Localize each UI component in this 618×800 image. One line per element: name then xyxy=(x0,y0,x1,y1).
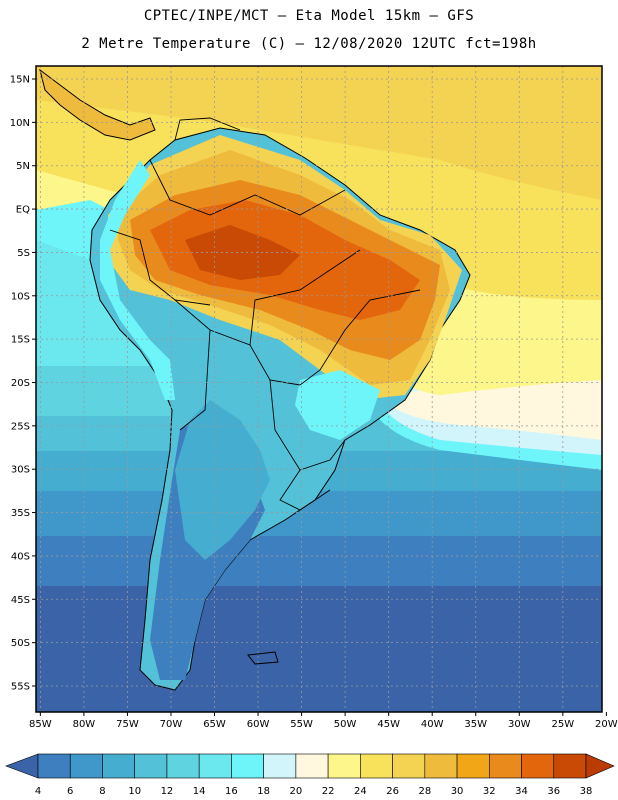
lat-label: 50S xyxy=(11,638,30,649)
colorbar-label: 20 xyxy=(290,786,303,797)
field-band xyxy=(36,66,602,200)
lon-label: 65W xyxy=(203,719,226,730)
lat-label: 10S xyxy=(11,291,30,302)
field-region-south-brazil xyxy=(295,370,380,440)
colorbar-labels: 4 6 8 10 12 14 16 18 20 22 24 26 28 30 32 34 36 38 xyxy=(35,786,593,797)
lat-label: 45S xyxy=(11,595,30,606)
colorbar-swatch xyxy=(424,753,458,779)
lon-label: 70W xyxy=(160,719,183,730)
map-frame xyxy=(35,65,603,713)
colorbar-label: 14 xyxy=(193,786,206,797)
lat-label: 25S xyxy=(11,421,30,432)
lon-label: 25W xyxy=(552,719,575,730)
colorbar-label: 4 xyxy=(35,786,41,797)
colorbar-label: 16 xyxy=(225,786,238,797)
colorbar-swatch xyxy=(488,753,522,779)
colorbar-swatch xyxy=(521,753,555,779)
colorbar-label: 34 xyxy=(515,786,528,797)
colorbar-label: 12 xyxy=(161,786,174,797)
title-line-1: CPTEC/INPE/MCT – Eta Model 15km – GFS xyxy=(143,8,475,24)
colorbar-swatch xyxy=(360,753,393,779)
field-region-andes xyxy=(100,160,175,400)
graticule xyxy=(36,66,602,712)
colorbar-swatch xyxy=(263,753,297,779)
lon-label: 80W xyxy=(73,719,96,730)
colorbar-swatch xyxy=(102,753,136,779)
colorbar-swatch xyxy=(198,753,232,779)
lon-label: 85W xyxy=(29,719,52,730)
colorbar-swatch xyxy=(456,753,490,779)
lat-label: 35S xyxy=(11,508,30,519)
colorbar-label: 10 xyxy=(128,786,141,797)
lat-label: EQ xyxy=(16,205,30,216)
colorbar-label: 18 xyxy=(257,786,270,797)
colorbar-swatch xyxy=(295,753,329,779)
country-borders xyxy=(109,117,421,511)
colorbar-label: 36 xyxy=(547,786,560,797)
lon-label: 20W xyxy=(595,719,618,730)
map-field xyxy=(36,66,602,712)
colorbar-arrow-right xyxy=(585,753,615,779)
lat-label: 10N xyxy=(10,118,30,129)
colorbar-swatch xyxy=(327,753,361,779)
lon-label: 60W xyxy=(247,719,270,730)
colorbar-swatch xyxy=(231,753,264,779)
colorbar-swatches xyxy=(5,753,615,779)
lat-label: 20S xyxy=(11,378,30,389)
field-band xyxy=(390,366,602,440)
colorbar-swatch xyxy=(553,753,587,779)
colorbar-label: 24 xyxy=(354,786,367,797)
colorbar-arrow-left xyxy=(5,753,39,779)
colorbar-label: 22 xyxy=(322,786,335,797)
lon-label: 75W xyxy=(116,719,139,730)
lat-label: 15S xyxy=(11,335,30,346)
lon-label: 35W xyxy=(464,719,487,730)
colorbar-swatch xyxy=(69,753,103,779)
colorbar-swatch xyxy=(134,753,168,779)
lon-label: 30W xyxy=(508,719,531,730)
colorbar-swatch xyxy=(37,753,71,779)
lat-label: 55S xyxy=(11,681,30,692)
colorbar-label: 28 xyxy=(418,786,431,797)
falkland-islands xyxy=(247,651,279,665)
colorbar-label: 38 xyxy=(580,786,593,797)
lat-label: 40S xyxy=(11,551,30,562)
temperature-map: 15N 10N 5N EQ 5S 10S 15S 20S 25S 30S 35S 40S 45S 50S 5… xyxy=(10,65,618,730)
lon-label: 40W xyxy=(421,719,444,730)
lon-label: 45W xyxy=(377,719,400,730)
central-america xyxy=(39,68,156,141)
colorbar-swatch xyxy=(392,753,426,779)
colorbar-label: 30 xyxy=(451,786,464,797)
colorbar-label: 8 xyxy=(99,786,105,797)
field-region-argentina xyxy=(175,400,270,560)
lat-label: 5S xyxy=(17,248,30,259)
colorbar-swatch xyxy=(166,753,200,779)
lon-label: 50W xyxy=(334,719,357,730)
axis-ticks: 15N 10N 5N EQ 5S 10S 15S 20S 25S 30S 35S 40S 45S 50S 5… xyxy=(10,75,618,730)
lat-label: 15N xyxy=(10,75,30,86)
colorbar-label: 32 xyxy=(483,786,496,797)
colorbar: 4 6 8 10 12 14 16 18 20 22 24 26 28 30 32 34 36 38 xyxy=(5,753,615,797)
colorbar-label: 6 xyxy=(67,786,73,797)
lat-label: 5N xyxy=(16,161,30,172)
colorbar-label: 26 xyxy=(386,786,399,797)
lon-label: 55W xyxy=(290,719,313,730)
title-line-2: 2 Metre Temperature (C) – 12/08/2020 12U… xyxy=(81,36,537,52)
lat-label: 30S xyxy=(11,465,30,476)
